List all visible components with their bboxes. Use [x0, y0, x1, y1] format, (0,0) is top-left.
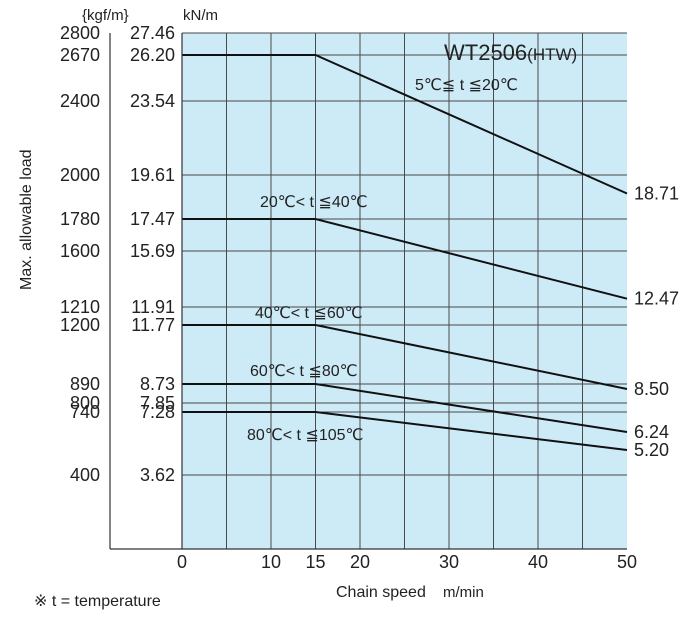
series-name-label: 80℃< t ≦105℃: [247, 427, 364, 444]
series-end-label: 18.71: [634, 184, 679, 204]
series-line: [182, 383, 628, 433]
series-name-label: 20℃< t ≦40℃: [260, 194, 368, 211]
series-line: [182, 54, 628, 195]
series-line: [182, 324, 628, 390]
y-tick-kn: 3.62: [140, 465, 175, 485]
chart-title-main: WT2506: [444, 40, 527, 65]
y-tick-kgf: 1200: [60, 315, 100, 335]
series-name-label: 60℃< t ≦80℃: [250, 363, 358, 380]
x-tick-label: 30: [439, 552, 459, 572]
y-tick-kgf: 890: [70, 374, 100, 394]
y-tick-kgf: 740: [70, 402, 100, 422]
y-tick-kgf: 1600: [60, 241, 100, 261]
chart-title: WT2506(HTW): [444, 40, 577, 65]
series-end-label: 8.50: [634, 379, 669, 399]
y-tick-kgf: 2670: [60, 45, 100, 65]
y-tick-kgf: 2400: [60, 91, 100, 111]
y-tick-kn: 15.69: [130, 241, 175, 261]
y-tick-kgf: 1780: [60, 209, 100, 229]
chart-title-suffix: (HTW): [527, 45, 577, 64]
y-tick-kn: 17.47: [130, 209, 175, 229]
series-lines: [182, 54, 628, 451]
y-tick-kgf: 2000: [60, 165, 100, 185]
y-tick-kgf: 2800: [60, 23, 100, 43]
x-axis-label: Chain speed: [336, 584, 426, 601]
series-line: [182, 411, 628, 451]
series-name-label: 40℃< t ≦60℃: [255, 305, 363, 322]
y-tick-kn: 26.20: [130, 45, 175, 65]
series-labels: 18.71 5℃≦ t ≦20℃ 12.47 20℃< t ≦40℃ 8.50 40℃< …: [247, 77, 679, 460]
y-unit-right: kN/m: [183, 7, 218, 24]
x-tick-label: 0: [177, 552, 187, 572]
y-axis-label: Max. allowable load: [18, 149, 35, 290]
series-end-label: 12.47: [634, 289, 679, 309]
axes: [109, 33, 627, 550]
y-tick-kn: 27.46: [130, 23, 175, 43]
y-tick-kgf: 1210: [60, 297, 100, 317]
x-tick-label: 10: [261, 552, 281, 572]
y-unit-left: {kgf/m}: [82, 7, 129, 24]
y-tick-kn: 8.73: [140, 374, 175, 394]
x-tick-label: 50: [617, 552, 637, 572]
x-axis-unit: m/min: [443, 584, 484, 601]
y-tick-kn: 23.54: [130, 91, 175, 111]
y-tick-kn: 11.91: [131, 297, 175, 317]
y-tick-kn: 7.28: [140, 402, 175, 422]
footnote: ※ t = temperature: [34, 593, 161, 610]
series-end-label: 5.20: [634, 440, 669, 460]
y-tick-labels: 2800 27.46 2670 26.20 2400 23.54 2000 19.61 1780…: [60, 23, 175, 485]
x-tick-label: 15: [305, 552, 325, 572]
x-tick-label: 20: [350, 552, 370, 572]
y-tick-kgf: 800: [70, 393, 100, 413]
x-tick-label: 40: [528, 552, 548, 572]
y-tick-kgf: 400: [70, 465, 100, 485]
grid: [182, 32, 627, 549]
series-line: [182, 218, 628, 300]
series-end-label: 6.24: [634, 422, 669, 442]
y-tick-kn: 7.85: [140, 393, 175, 413]
series-name-label: 5℃≦ t ≦20℃: [415, 77, 518, 94]
x-tick-labels: 0 10 15 20 30 40 50: [177, 552, 637, 572]
y-tick-kn: 11.77: [131, 315, 175, 335]
y-tick-kn: 19.61: [130, 165, 175, 185]
